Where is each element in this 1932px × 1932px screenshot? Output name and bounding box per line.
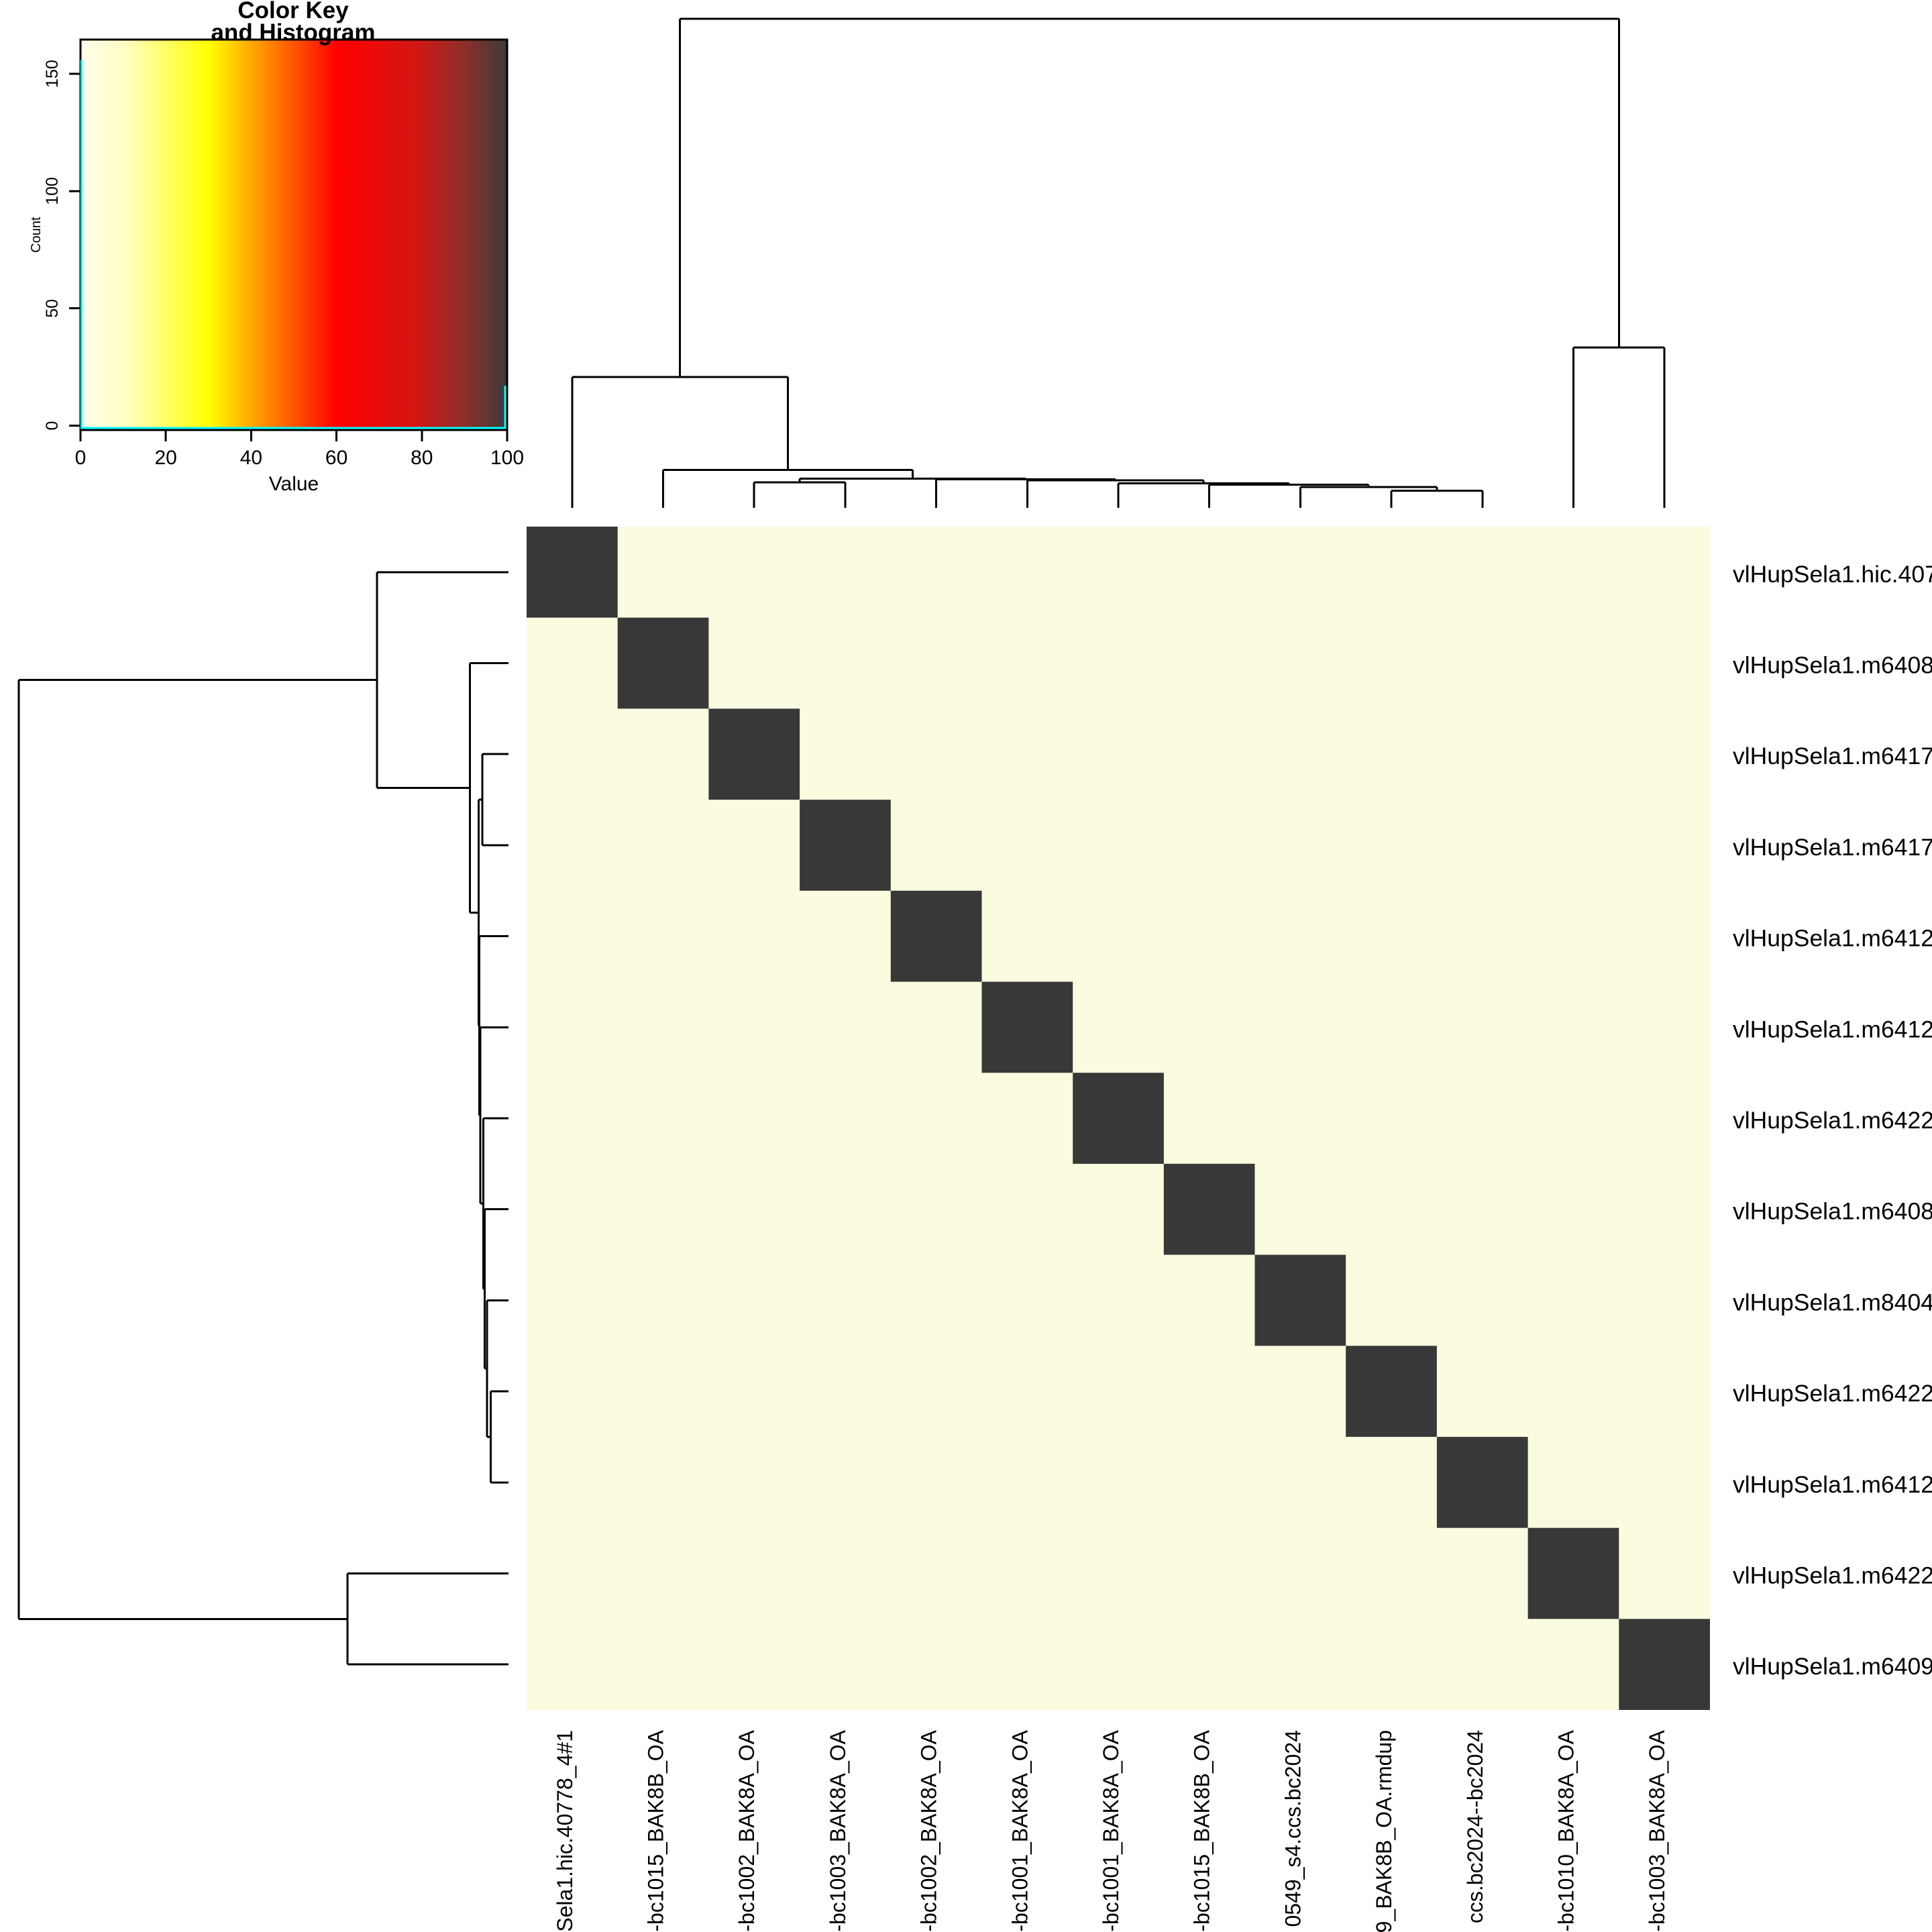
svg-text:0: 0 <box>75 447 87 469</box>
svg-text:vlHupSela1.m64089e.ccs.bc1015-: vlHupSela1.m64089e.ccs.bc1015--bc1015_BA… <box>1190 1729 1214 1932</box>
svg-text:vlHupSela1.m64174e_230318_1245: vlHupSela1.m64174e_230318_124501 <box>1733 834 1932 861</box>
svg-text:0549_s4.ccs.bc2024: 0549_s4.ccs.bc2024 <box>1281 1730 1305 1927</box>
svg-text:vlHupSela1.m84047_230610_15230: vlHupSela1.m84047_230610_152301 <box>1733 1289 1932 1316</box>
svg-text:Count: Count <box>29 217 44 253</box>
svg-text:vlHupSela1.m64125e.ccs.bc1001-: vlHupSela1.m64125e.ccs.bc1001--bc1001_BA… <box>1008 1729 1032 1932</box>
svg-text:60: 60 <box>325 447 347 469</box>
svg-text:vlHupSela1.m640979_BAK8B_OA.rm: vlHupSela1.m640979_BAK8B_OA.rmdup <box>1372 1730 1396 1932</box>
svg-text:vlHupSela1.m64089e_230411_0035: vlHupSela1.m64089e_230411_003541 <box>1733 652 1932 679</box>
svg-text:vlHupSela1.m64229e_230901_0822: vlHupSela1.m64229e_230901_082245 <box>1733 1562 1932 1589</box>
svg-text:80: 80 <box>411 447 433 469</box>
svg-text:100: 100 <box>43 177 62 205</box>
svg-text:vlHupSela1.m64221e_230405_1102: vlHupSela1.m64221e_230405_110233 <box>1733 1107 1932 1134</box>
svg-text:40: 40 <box>240 447 262 469</box>
svg-text:and Histogram: and Histogram <box>211 19 375 46</box>
svg-text:0: 0 <box>43 421 62 431</box>
svg-text:100: 100 <box>490 447 524 469</box>
svg-text:ccs.bc2024--bc2024: ccs.bc2024--bc2024 <box>1463 1730 1487 1923</box>
svg-text:vlHupSela1.m64125e_230214_0930: vlHupSela1.m64125e_230214_093021 <box>1733 1016 1932 1042</box>
svg-text:20: 20 <box>155 447 177 469</box>
svg-text:Color Key: Color Key <box>237 0 349 23</box>
svg-text:vlHupSela1.hic.40778_4#1: vlHupSela1.hic.40778_4#1 <box>1733 561 1932 588</box>
svg-text:Value: Value <box>269 473 319 495</box>
svg-text:vlHupSela1.m64174e_230322_0854: vlHupSela1.m64174e_230322_085432 <box>1733 743 1932 769</box>
svg-text:vlHupSela1.m64221e.ccs.bc1001-: vlHupSela1.m64221e.ccs.bc1001--bc1001_BA… <box>1099 1729 1123 1932</box>
svg-text:vlHupSela1.hic.40778_4#1: vlHupSela1.hic.40778_4#1 <box>553 1730 577 1932</box>
svg-text:50: 50 <box>43 299 62 318</box>
svg-text:vlHupSela1.m64097e.ccs.bc1003-: vlHupSela1.m64097e.ccs.bc1003--bc1003_BA… <box>1645 1729 1669 1932</box>
svg-text:vlHupSela1.m64125e_230802_1745: vlHupSela1.m64125e_230802_174510 <box>1733 1471 1932 1498</box>
svg-text:vlHupSela1.m64221e_230712_0630: vlHupSela1.m64221e_230712_063011 <box>1733 1380 1932 1407</box>
svg-text:vlHupSela1.m64229e.ccs.bc1010-: vlHupSela1.m64229e.ccs.bc1010--bc1010_BA… <box>1554 1729 1578 1932</box>
svg-text:150: 150 <box>43 60 62 88</box>
svg-text:vlHupSela1.m64097e_230925_1918: vlHupSela1.m64097e_230925_191807 <box>1733 1653 1932 1680</box>
svg-text:vlHupSela1.m64089e.ccs.bc1015-: vlHupSela1.m64089e.ccs.bc1015--bc1015_BA… <box>644 1729 668 1932</box>
svg-text:vlHupSela1.m64125e_230301_1234: vlHupSela1.m64125e_230301_123456 <box>1733 925 1932 952</box>
svg-text:vlHupSela1.m64174e.ccs.bc1003-: vlHupSela1.m64174e.ccs.bc1003--bc1003_BA… <box>826 1729 850 1932</box>
svg-text:vlHupSela1.m64089e_230520_0415: vlHupSela1.m64089e_230520_041522 <box>1733 1198 1932 1225</box>
svg-text:vlHupSela1.m64174e.ccs.bc1002-: vlHupSela1.m64174e.ccs.bc1002--bc1002_BA… <box>735 1729 759 1932</box>
svg-text:vlHupSela1.m64125e.ccs.bc1002-: vlHupSela1.m64125e.ccs.bc1002--bc1002_BA… <box>917 1729 941 1932</box>
